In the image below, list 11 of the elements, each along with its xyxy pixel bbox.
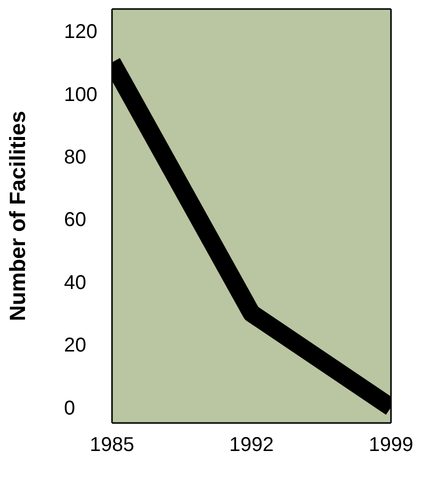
y-tick-label: 80 [64, 146, 86, 169]
x-tick-label: 1985 [90, 434, 134, 456]
y-tick-label: 40 [64, 272, 86, 294]
x-tick-label: 1992 [229, 434, 274, 456]
y-tick-label: 20 [64, 334, 86, 357]
y-axis-title: Number of Facilities [4, 110, 30, 322]
x-tick-label: 1999 [368, 434, 414, 456]
y-tick-label: 0 [64, 397, 76, 420]
y-tick-label: 100 [64, 84, 98, 106]
y-tick-label: 60 [64, 209, 86, 232]
y-tick-label: 120 [64, 21, 98, 44]
